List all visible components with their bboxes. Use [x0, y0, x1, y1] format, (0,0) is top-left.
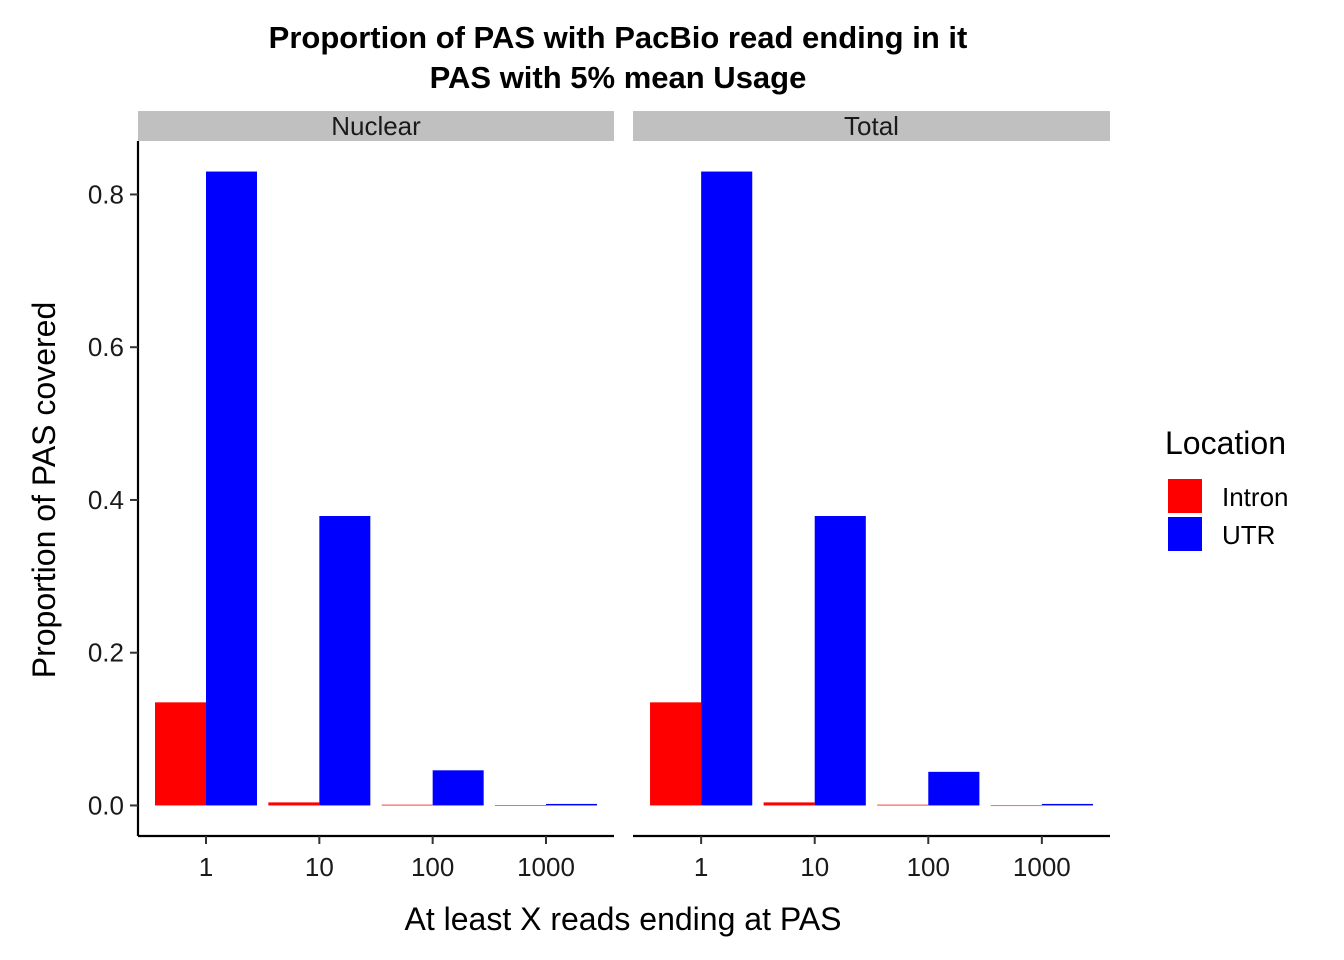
- legend-key-utr: [1168, 517, 1202, 551]
- bar-total-intron-1: [650, 702, 702, 806]
- bar-total-utr-1000: [1041, 803, 1093, 806]
- legend-label-intron: Intron: [1222, 482, 1289, 512]
- facet-label-nuclear: Nuclear: [331, 111, 421, 141]
- legend-label-utr: UTR: [1222, 520, 1275, 550]
- y-tick-label: 0.2: [88, 638, 124, 668]
- x-tick-label: 100: [411, 852, 454, 882]
- y-tick-label: 0.8: [88, 179, 124, 209]
- y-axis-title: Proportion of PAS covered: [26, 302, 62, 679]
- bar-nuclear-intron-10: [268, 802, 320, 806]
- bar-nuclear-intron-1000: [495, 805, 546, 806]
- facet-strip-total: [633, 111, 1110, 141]
- legend-title: Location: [1165, 425, 1286, 461]
- plot-area: Nuclear 1 10 100 1000 0.0 0.2 0.4 0.6 0.8 Total 1 10…: [88, 111, 1110, 882]
- bar-total-intron-100: [877, 804, 929, 806]
- x-tick-label: 10: [305, 852, 334, 882]
- legend: Location Intron UTR: [1165, 425, 1289, 551]
- x-tick-label: 10: [800, 852, 829, 882]
- bar-nuclear-utr-1: [206, 171, 257, 806]
- y-tick-label: 0.6: [88, 332, 124, 362]
- bar-nuclear-utr-10: [319, 515, 371, 806]
- bar-total-intron-1000: [990, 805, 1042, 807]
- chart-subtitle: PAS with 5% mean Usage: [430, 60, 807, 95]
- bar-total-intron-10: [763, 802, 815, 806]
- x-axis-title: At least X reads ending at PAS: [405, 901, 842, 937]
- x-tick-label: 1000: [1013, 852, 1071, 882]
- bar-nuclear-utr-1000: [546, 803, 597, 806]
- y-tick-label: 0.0: [88, 790, 124, 820]
- bar-total-utr-10: [814, 515, 866, 806]
- bar-nuclear-utr-100: [432, 770, 484, 806]
- bar-nuclear-intron-100: [381, 804, 433, 806]
- facet-strip-nuclear: [138, 111, 614, 141]
- bar-total-utr-100: [928, 771, 980, 806]
- legend-key-intron: [1168, 479, 1202, 513]
- x-tick-label: 1000: [517, 852, 575, 882]
- chart-title: Proportion of PAS with PacBio read endin…: [269, 20, 968, 55]
- bar-total-utr-1: [701, 171, 753, 806]
- y-tick-label: 0.4: [88, 485, 124, 515]
- facet-label-total: Total: [844, 111, 899, 141]
- x-tick-label: 100: [907, 852, 950, 882]
- x-tick-label: 1: [694, 852, 708, 882]
- x-tick-label: 1: [199, 852, 213, 882]
- bar-nuclear-intron-1: [155, 702, 206, 806]
